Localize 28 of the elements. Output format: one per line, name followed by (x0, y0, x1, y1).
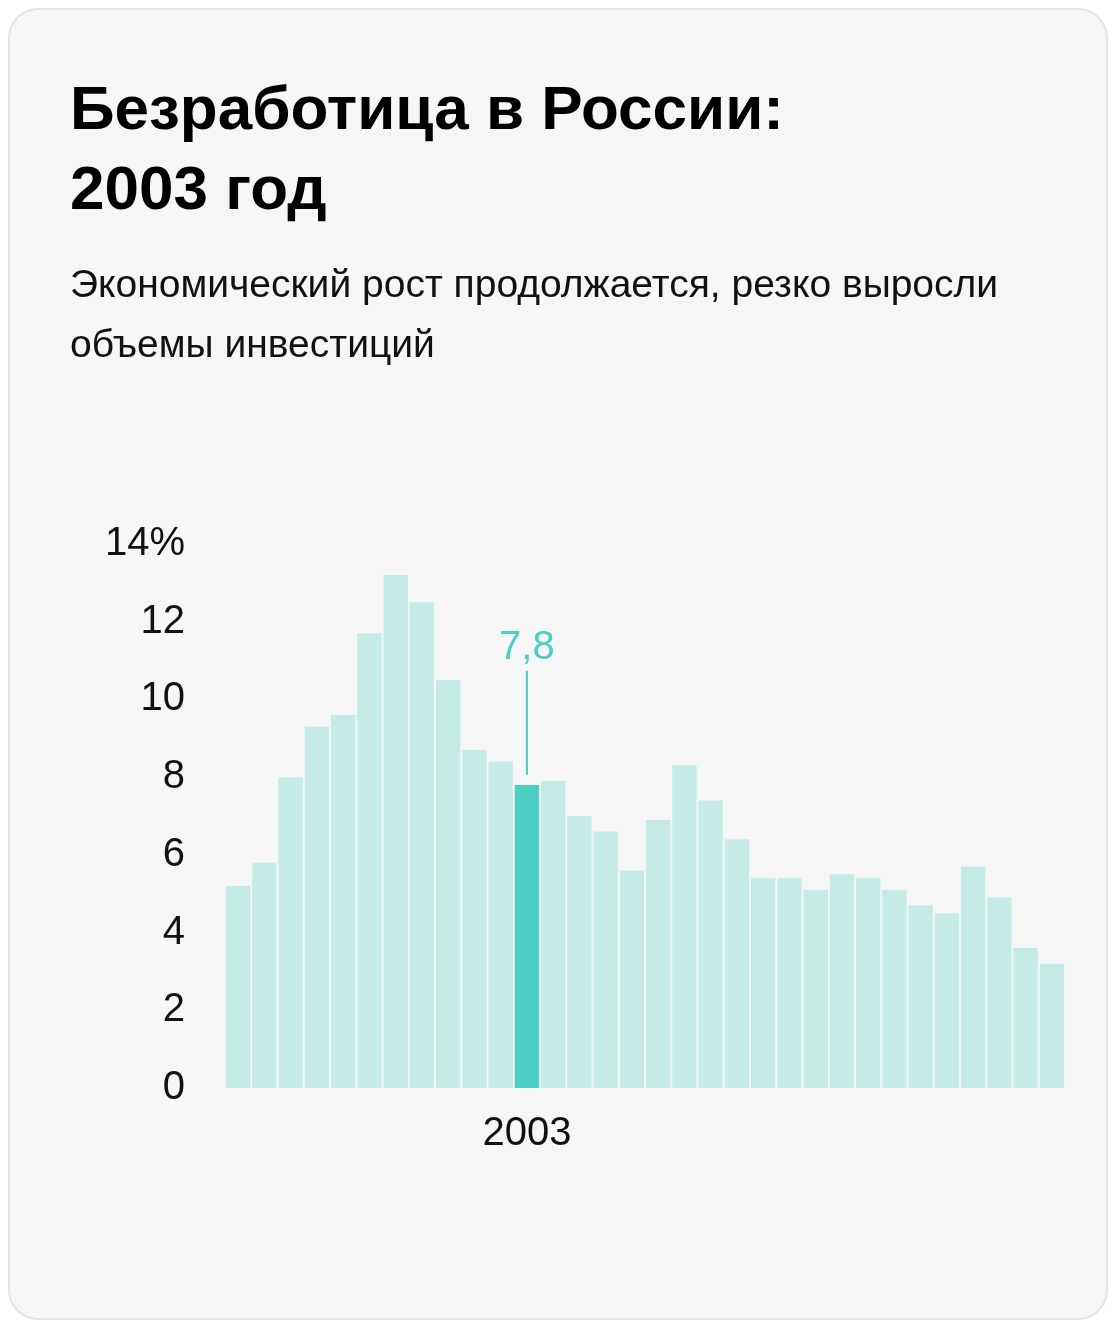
y-tick-label: 4 (162, 907, 186, 952)
y-tick-label: 12 (140, 596, 186, 641)
bar (330, 714, 356, 1088)
bar (409, 602, 435, 1088)
y-tick-label: 2 (162, 985, 186, 1030)
bar (619, 870, 645, 1088)
bar (540, 781, 566, 1088)
y-tick-label: 14% (105, 519, 186, 564)
bar (1039, 963, 1065, 1088)
bar (934, 913, 960, 1088)
bar (645, 819, 671, 1088)
bar (514, 784, 540, 1088)
bar (855, 878, 881, 1088)
data-label: 7,8 (499, 622, 555, 667)
bar (304, 726, 330, 1088)
y-tick-label: 0 (162, 1063, 186, 1108)
bar (960, 866, 986, 1088)
chart-title: Безработица в России: 2003 год (70, 72, 785, 224)
bar (724, 839, 750, 1088)
bar (829, 874, 855, 1088)
bar (435, 680, 461, 1088)
x-tick-label: 2003 (482, 1109, 572, 1154)
y-tick-label: 8 (162, 752, 186, 797)
bar (225, 885, 251, 1088)
bar (750, 878, 776, 1088)
y-tick-label: 10 (140, 674, 186, 719)
chart-subtitle: Экономический рост продолжается, резко выросли объемы инвестиций (70, 261, 1000, 367)
y-tick-label: 6 (162, 829, 186, 874)
